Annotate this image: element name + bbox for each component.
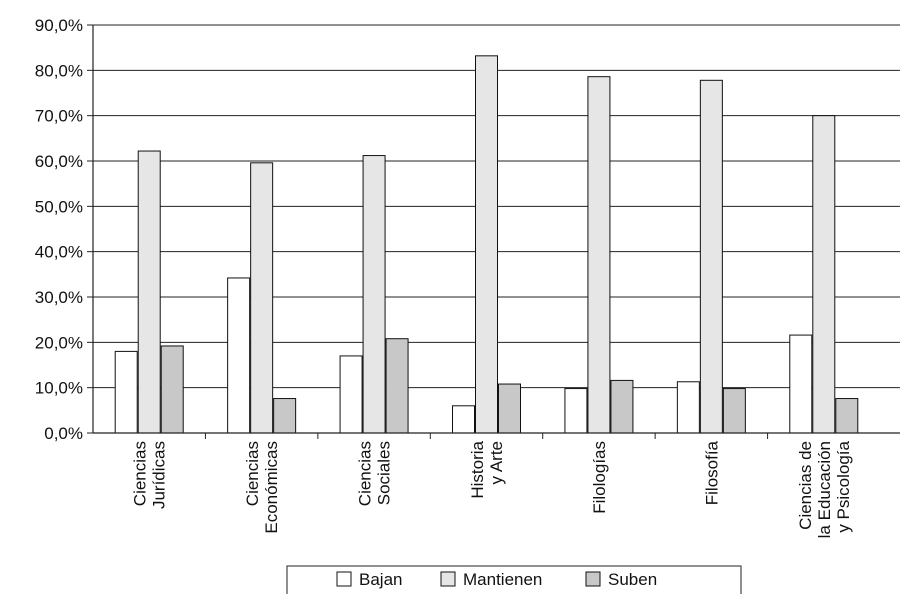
- x-category-label: Filosofía: [702, 440, 721, 505]
- y-tick-label: 40,0%: [35, 243, 83, 262]
- x-category-label: CienciasSociales: [356, 441, 394, 506]
- axes: [87, 24, 900, 439]
- bar-bajan: [227, 277, 251, 434]
- bars: [114, 55, 859, 434]
- y-tick-labels: 0,0% 10,0% 20,0% 30,0% 40,0% 50,0% 60,0% 70,0% 8…: [35, 16, 83, 443]
- bar-mantienen: [250, 162, 274, 434]
- x-category-label: Historiay Arte: [468, 440, 506, 498]
- legend-swatch-bajan: [336, 571, 352, 587]
- x-category-label: Ciencias dela Educacióny Psicología: [796, 440, 853, 538]
- y-tick-label: 90,0%: [35, 16, 83, 35]
- bar-bajan: [452, 405, 475, 434]
- bar-bajan: [339, 355, 363, 434]
- legend-box: [286, 565, 742, 594]
- bar-suben: [385, 338, 409, 434]
- y-tick-label: 80,0%: [35, 61, 83, 80]
- y-tick-label: 20,0%: [35, 333, 83, 352]
- bar-suben: [160, 345, 184, 434]
- legend: Bajan Mantienen Suben: [286, 565, 742, 594]
- legend-label-mantienen: Mantienen: [463, 570, 542, 589]
- bar-mantienen: [475, 55, 498, 434]
- bar-bajan: [114, 350, 138, 434]
- bar-mantienen: [699, 79, 723, 434]
- legend-label-bajan: Bajan: [359, 570, 402, 589]
- bar-suben: [722, 388, 746, 434]
- y-tick-label: 60,0%: [35, 152, 83, 171]
- x-category-labels: CienciasJurídicas CienciasEconómicas Cienc…: [131, 440, 853, 538]
- x-category-label: CienciasJurídicas: [131, 441, 169, 509]
- y-tick-label: 70,0%: [35, 107, 83, 126]
- legend-swatch-suben: [585, 571, 601, 587]
- bar-mantienen: [137, 150, 161, 434]
- legend-swatch-mantienen: [440, 571, 456, 587]
- y-tick-label: 30,0%: [35, 288, 83, 307]
- bar-mantienen: [587, 76, 611, 434]
- bar-suben: [498, 383, 521, 434]
- legend-label-suben: Suben: [608, 570, 657, 589]
- bar-suben: [610, 379, 634, 434]
- bar-suben: [273, 398, 297, 434]
- bar-suben: [835, 398, 859, 434]
- bar-bajan: [564, 388, 588, 434]
- x-category-label: Filologías: [590, 441, 609, 514]
- y-tick-label: 0,0%: [44, 424, 83, 443]
- bar-bajan: [789, 334, 813, 434]
- y-tick-label: 10,0%: [35, 379, 83, 398]
- bar-bajan: [676, 381, 700, 434]
- x-category-label: CienciasEconómicas: [243, 441, 281, 534]
- bar-mantienen: [362, 155, 386, 434]
- y-tick-label: 50,0%: [35, 197, 83, 216]
- bar-mantienen: [812, 115, 836, 434]
